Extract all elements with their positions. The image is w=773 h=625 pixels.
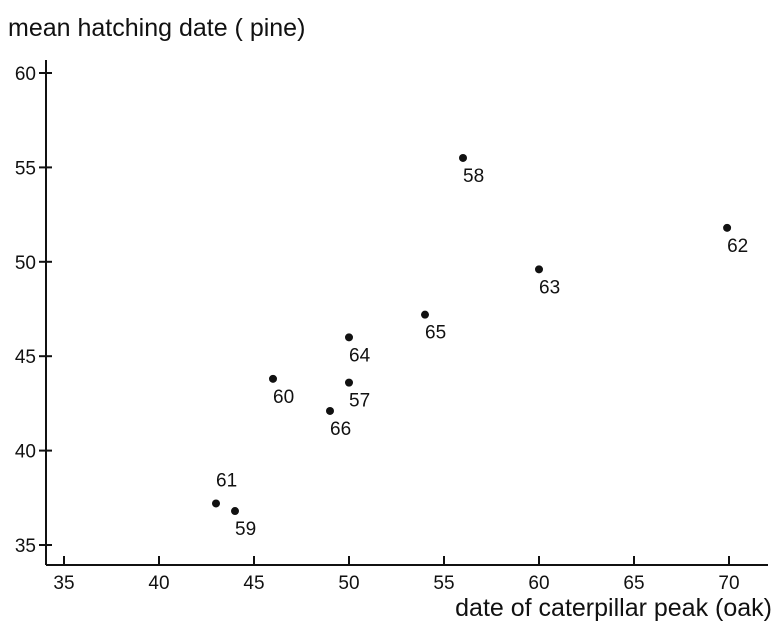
- data-points: 58 62 63 65 64 60 57 66 61 59: [212, 153, 748, 540]
- x-tick-label: 55: [433, 573, 454, 594]
- data-point-label: 57: [349, 391, 370, 412]
- x-tick-label: 35: [53, 573, 74, 594]
- y-axis-label: mean hatching date ( pine): [8, 14, 305, 42]
- data-point: [723, 223, 732, 232]
- data-point: [326, 406, 334, 415]
- y-tick-label: 45: [15, 347, 36, 368]
- data-point-label: 63: [539, 277, 560, 298]
- x-tick-label: 40: [148, 573, 169, 594]
- x-tick-label: 65: [623, 573, 644, 594]
- y-tick-label: 50: [15, 253, 36, 274]
- data-point: [459, 153, 467, 162]
- data-point: [421, 310, 429, 319]
- data-point: [212, 499, 220, 508]
- data-point: [231, 507, 239, 516]
- data-point-label: 58: [463, 166, 484, 187]
- data-point-label: 64: [349, 345, 371, 366]
- axes: 35 40 45 50 55 60 65 70 35 40 45 50 55 60: [15, 60, 768, 594]
- data-point: [345, 378, 353, 387]
- y-tick-label: 35: [15, 536, 36, 557]
- x-axis-label: date of caterpillar peak (oak): [455, 594, 772, 622]
- y-tick-label: 55: [15, 158, 36, 179]
- x-tick-label: 70: [718, 573, 739, 594]
- data-point: [535, 265, 543, 274]
- data-point: [269, 374, 277, 383]
- x-tick-label: 50: [338, 573, 359, 594]
- y-tick-label: 60: [15, 64, 36, 85]
- data-point-label: 65: [425, 323, 446, 344]
- data-point-label: 66: [330, 419, 351, 440]
- data-point-label: 60: [273, 387, 294, 408]
- x-tick-label: 60: [528, 573, 549, 594]
- data-point: [345, 333, 353, 342]
- data-point-label: 62: [727, 236, 748, 257]
- data-point-label: 59: [235, 519, 256, 540]
- data-point-label: 61: [216, 470, 237, 491]
- x-tick-label: 45: [243, 573, 264, 594]
- y-tick-label: 40: [15, 442, 36, 463]
